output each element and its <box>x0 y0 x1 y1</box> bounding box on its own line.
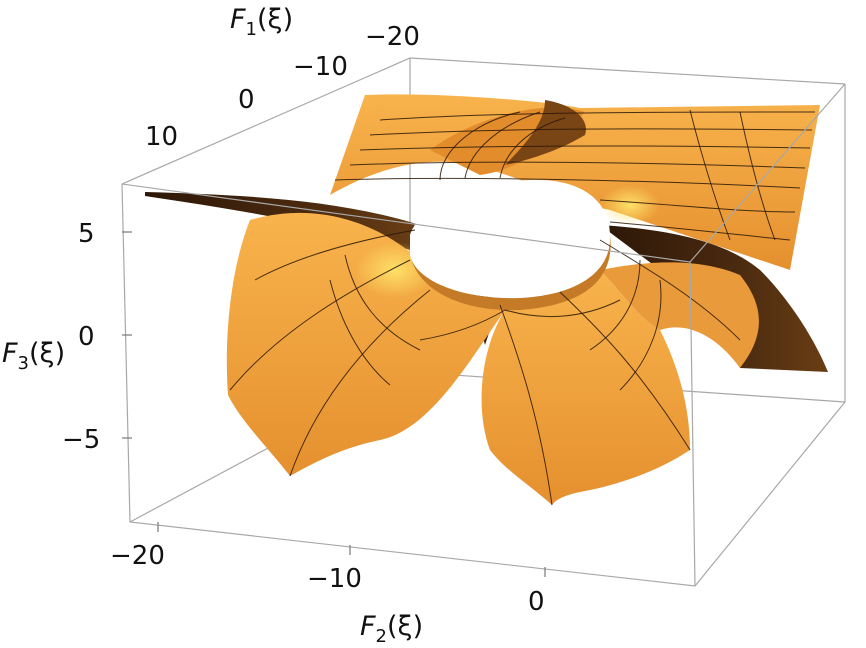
bounding-box-front <box>121 83 846 587</box>
x-tick-label: −20 <box>365 22 420 52</box>
y-axis-label: F2(ξ) <box>360 611 423 647</box>
surface-front <box>226 185 759 505</box>
z-tick-label: 0 <box>78 322 95 352</box>
x-axis-ticks: −20 −10 0 10 <box>145 22 420 152</box>
x-tick-label: 10 <box>145 122 178 152</box>
y-axis-ticks: −20 −10 0 <box>110 541 545 617</box>
y-tick-label: −20 <box>110 541 165 571</box>
surface-hole <box>410 179 611 311</box>
tick-marks <box>122 231 546 577</box>
y-tick-label: 0 <box>528 587 545 617</box>
y-tick-label: −10 <box>307 564 362 594</box>
x-axis-label: F1(ξ) <box>230 4 293 40</box>
z-tick-label: 5 <box>78 219 95 249</box>
x-tick-label: −10 <box>293 52 348 82</box>
z-axis-ticks: 5 0 −5 <box>62 219 100 455</box>
x-tick-label: 0 <box>238 85 255 115</box>
z-tick-label: −5 <box>62 425 100 455</box>
z-axis-label: F3(ξ) <box>2 338 65 374</box>
surface-mesh <box>229 109 816 506</box>
